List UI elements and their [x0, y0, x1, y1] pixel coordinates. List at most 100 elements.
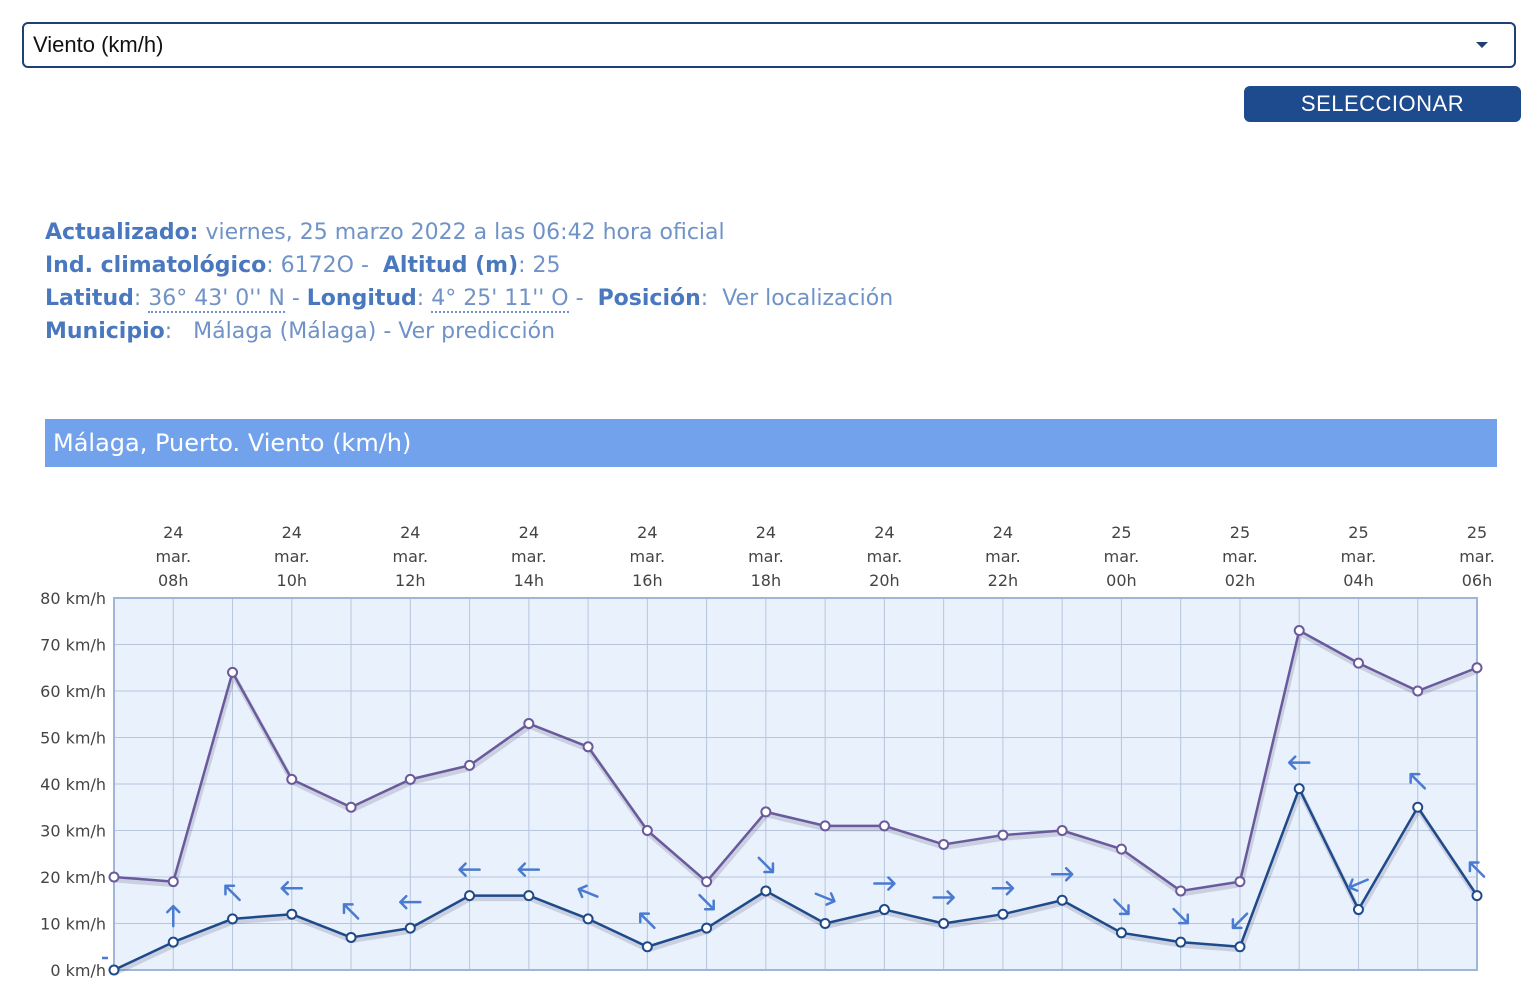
wind-direction-arrow-icon	[814, 892, 836, 906]
y-tick-label: 20 km/h	[40, 868, 106, 887]
wind-direction-arrow-icon	[517, 862, 541, 877]
plot-border	[113, 597, 1478, 971]
wind-series-point	[760, 885, 772, 897]
variable-select[interactable]: Viento (km/h)	[22, 22, 1516, 68]
wind-direction-arrow-icon	[698, 893, 715, 911]
y-tick-label: 30 km/h	[40, 822, 106, 841]
altitude-label: Altitud (m)	[382, 253, 519, 278]
chevron-down-icon	[1476, 42, 1488, 48]
wind-series-point	[286, 908, 298, 920]
x-tick-label: mar.	[1341, 547, 1377, 566]
x-tick-label: mar.	[985, 547, 1021, 566]
x-tick-label: 12h	[395, 571, 426, 590]
info-updated: Actualizado: viernes, 25 marzo 2022 a la…	[45, 216, 893, 249]
wind-series-point	[582, 913, 594, 925]
chart-title-bar: Málaga, Puerto. Viento (km/h)	[45, 419, 1497, 467]
variable-select-value: Viento (km/h)	[33, 32, 164, 57]
wind-series-point	[1234, 941, 1246, 953]
gust-series-point	[345, 801, 357, 813]
wind-direction-arrow-icon	[399, 894, 422, 910]
wind-direction-arrow-icon	[1231, 912, 1249, 930]
gust-series-point	[819, 820, 831, 832]
wind-series-point	[1056, 894, 1068, 906]
info-municipio: Municipio: Málaga (Málaga) - Ver predicc…	[45, 319, 556, 344]
gust-series-point	[701, 876, 713, 888]
arrow-shape	[1231, 912, 1249, 930]
wind-series-point	[1412, 801, 1424, 813]
arrow-shape	[991, 880, 1015, 896]
arrow-shape	[166, 904, 181, 928]
arrow-shape	[577, 884, 599, 899]
arrow-shape	[1172, 907, 1190, 925]
gust-series-point	[760, 806, 772, 818]
arrow-shape	[1113, 898, 1130, 916]
lat-label: Latitud	[45, 286, 134, 311]
arrow-shape	[757, 856, 775, 874]
gust-series-point	[1412, 685, 1424, 697]
wind-direction-arrow-icon	[280, 880, 304, 896]
gust-series-point	[167, 876, 179, 888]
arrow-shape	[1050, 867, 1074, 882]
x-tick-label: 02h	[1225, 571, 1256, 590]
wind-direction-arrow-icon	[1409, 772, 1427, 790]
wind-series-point	[701, 922, 713, 934]
climat-label: Ind. climatológico	[45, 253, 267, 278]
arrow-shape	[814, 892, 836, 906]
x-tick-label: mar.	[1459, 547, 1495, 566]
x-tick-label: 00h	[1106, 571, 1137, 590]
location-link[interactable]: Ver localización	[722, 286, 894, 311]
station-info: Actualizado: viernes, 25 marzo 2022 a la…	[45, 216, 893, 348]
wind-series-point	[938, 918, 950, 929]
gust-series-point	[997, 829, 1009, 841]
gust-series-point	[1471, 662, 1483, 674]
wind-series-shadow	[113, 785, 1481, 976]
x-tick-label: mar.	[1222, 547, 1258, 566]
wind-direction-arrow-icon	[1468, 861, 1486, 878]
x-tick-label: 24	[756, 523, 776, 542]
wind-direction-arrow-icon	[639, 912, 656, 930]
gust-series-line	[113, 629, 1478, 893]
wind-direction-arrow-icon	[458, 862, 481, 877]
arrow-shape	[1468, 861, 1486, 878]
gust-series-point	[108, 871, 120, 883]
gust-series-point	[582, 741, 594, 753]
updated-label: Actualizado:	[45, 220, 199, 245]
wind-direction-arrow-icon	[1287, 755, 1311, 770]
x-tick-label: mar.	[393, 547, 429, 566]
wind-series-point	[523, 890, 535, 902]
gust-series-point	[1175, 885, 1187, 897]
x-tick-label: 10h	[277, 571, 308, 590]
y-tick-label: 80 km/h	[40, 589, 106, 608]
wind-series-point	[1352, 904, 1364, 916]
x-tick-label: 25	[1230, 523, 1250, 542]
wind-series-point	[1293, 783, 1305, 795]
lat-value: 36° 43' 0'' N	[148, 286, 285, 313]
altitude-value: : 25	[518, 253, 561, 278]
select-button[interactable]: SELECCIONAR	[1244, 86, 1521, 122]
gust-series-point	[464, 759, 476, 771]
wind-series-point	[227, 913, 239, 925]
arrow-shape	[517, 862, 541, 877]
wind-series-point	[1115, 927, 1127, 939]
gust-series-point	[1293, 625, 1305, 637]
wind-series-point	[1471, 890, 1483, 902]
y-tick-label: 50 km/h	[40, 729, 106, 748]
gust-series-shadow	[114, 629, 1479, 897]
chart-title: Málaga, Puerto. Viento (km/h)	[53, 429, 412, 457]
y-tick-label: 40 km/h	[40, 775, 106, 794]
arrow-shape	[639, 912, 656, 930]
x-tick-label: 25	[1111, 523, 1131, 542]
x-tick-label: 24	[874, 523, 894, 542]
arrow-shape	[1348, 878, 1369, 892]
wind-direction-arrow-icon	[577, 884, 599, 899]
lon-label: Longitud	[306, 286, 417, 311]
x-tick-label: 04h	[1343, 571, 1374, 590]
y-tick-label: 0 km/h	[50, 961, 106, 980]
wind-direction-arrow-icon	[1348, 878, 1369, 892]
municipio-link[interactable]: Málaga (Málaga) - Ver predicción	[193, 319, 556, 344]
x-tick-label: 08h	[158, 571, 189, 590]
gust-series-point	[878, 820, 890, 832]
y-tick-label: 70 km/h	[40, 636, 106, 655]
wind-series-point	[167, 936, 179, 948]
wind-direction-arrow-icon	[342, 903, 360, 920]
